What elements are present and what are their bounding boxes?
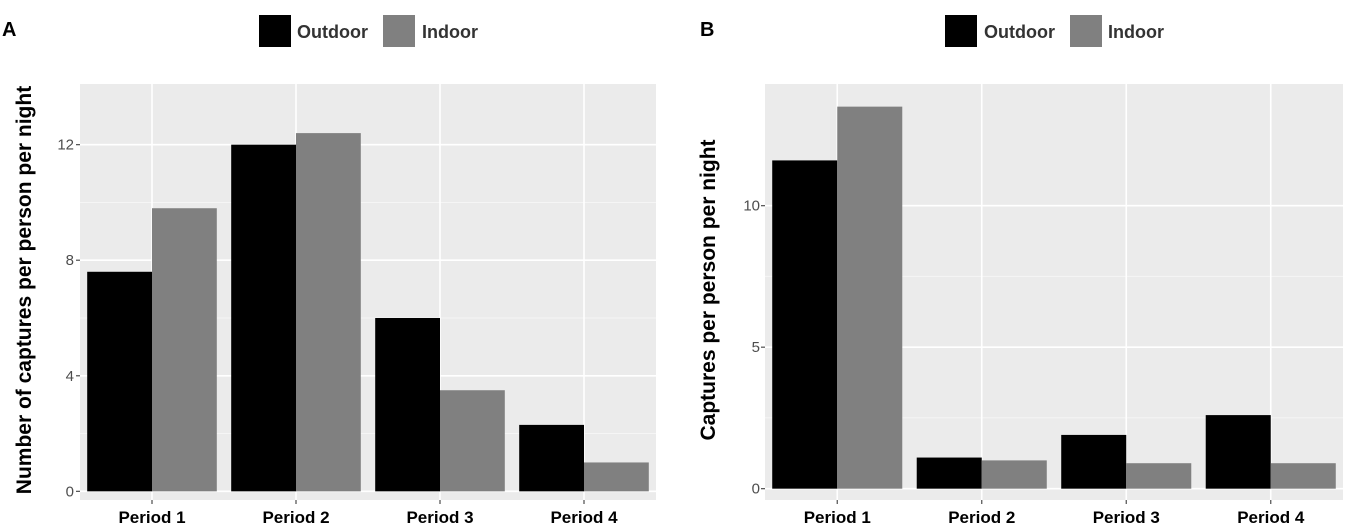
bars-b [772, 106, 1336, 489]
bars-a [87, 133, 649, 492]
legend-swatch-outdoor-a [259, 15, 291, 47]
y-axis-label-b: Captures per person per night [697, 139, 720, 440]
bar-outdoor-period-2 [916, 457, 982, 489]
legend-label-indoor-a: Indoor [422, 22, 478, 42]
y-axis-label-a: Number of captures per person per night [13, 86, 36, 494]
bar-outdoor-period-4 [1205, 415, 1271, 489]
bar-indoor-period-1 [152, 208, 217, 492]
legend-label-outdoor-b: Outdoor [984, 22, 1055, 42]
bar-indoor-period-3 [1126, 463, 1192, 489]
bar-outdoor-period-3 [375, 318, 440, 492]
x-tick-label: Period 1 [804, 508, 871, 527]
bar-outdoor-period-2 [231, 144, 296, 492]
y-tick-label: 0 [66, 483, 74, 500]
x-tick-label: Period 3 [1093, 508, 1160, 527]
bar-indoor-period-3 [440, 390, 505, 492]
bar-outdoor-period-1 [87, 271, 152, 492]
bar-outdoor-period-3 [1061, 434, 1127, 489]
bar-indoor-period-1 [837, 106, 903, 489]
legend-swatch-outdoor-b [945, 15, 977, 47]
legend-a: Outdoor Indoor [259, 15, 478, 47]
legend-b: Outdoor Indoor [945, 15, 1164, 47]
y-tick-label: 5 [752, 339, 760, 356]
y-tick-label: 10 [743, 198, 760, 215]
y-tick-label: 4 [66, 368, 74, 385]
legend-swatch-indoor-b [1070, 15, 1102, 47]
x-ticks-a: Period 1 Period 2 Period 3 Period 4 [118, 500, 618, 527]
legend-label-outdoor-a: Outdoor [297, 22, 368, 42]
x-tick-label: Period 3 [406, 508, 473, 527]
bar-indoor-period-4 [584, 462, 649, 492]
x-tick-label: Period 1 [118, 508, 185, 527]
bar-indoor-period-2 [981, 460, 1047, 489]
panel-letter-b: B [700, 19, 714, 41]
legend-swatch-indoor-a [383, 15, 415, 47]
y-tick-label: 0 [752, 481, 760, 498]
x-tick-label: Period 2 [948, 508, 1015, 527]
x-tick-label: Period 4 [550, 508, 618, 527]
panel-letter-a: A [2, 19, 16, 41]
x-tick-label: Period 4 [1237, 508, 1305, 527]
bar-indoor-period-2 [296, 133, 361, 492]
bar-outdoor-period-4 [519, 424, 584, 492]
panel-a: A Number of captures per person per nigh… [2, 15, 656, 527]
bar-indoor-period-4 [1270, 463, 1336, 489]
panel-b: B Captures per person per night Outdoor … [697, 15, 1343, 527]
x-ticks-b: Period 1 Period 2 Period 3 Period 4 [804, 500, 1305, 527]
bar-outdoor-period-1 [772, 160, 838, 489]
y-ticks-a: 0 4 8 12 [57, 137, 80, 500]
legend-label-indoor-b: Indoor [1108, 22, 1164, 42]
y-tick-label: 8 [66, 252, 74, 269]
x-tick-label: Period 2 [262, 508, 329, 527]
y-ticks-b: 0 5 10 [743, 198, 765, 498]
y-tick-label: 12 [57, 137, 74, 154]
